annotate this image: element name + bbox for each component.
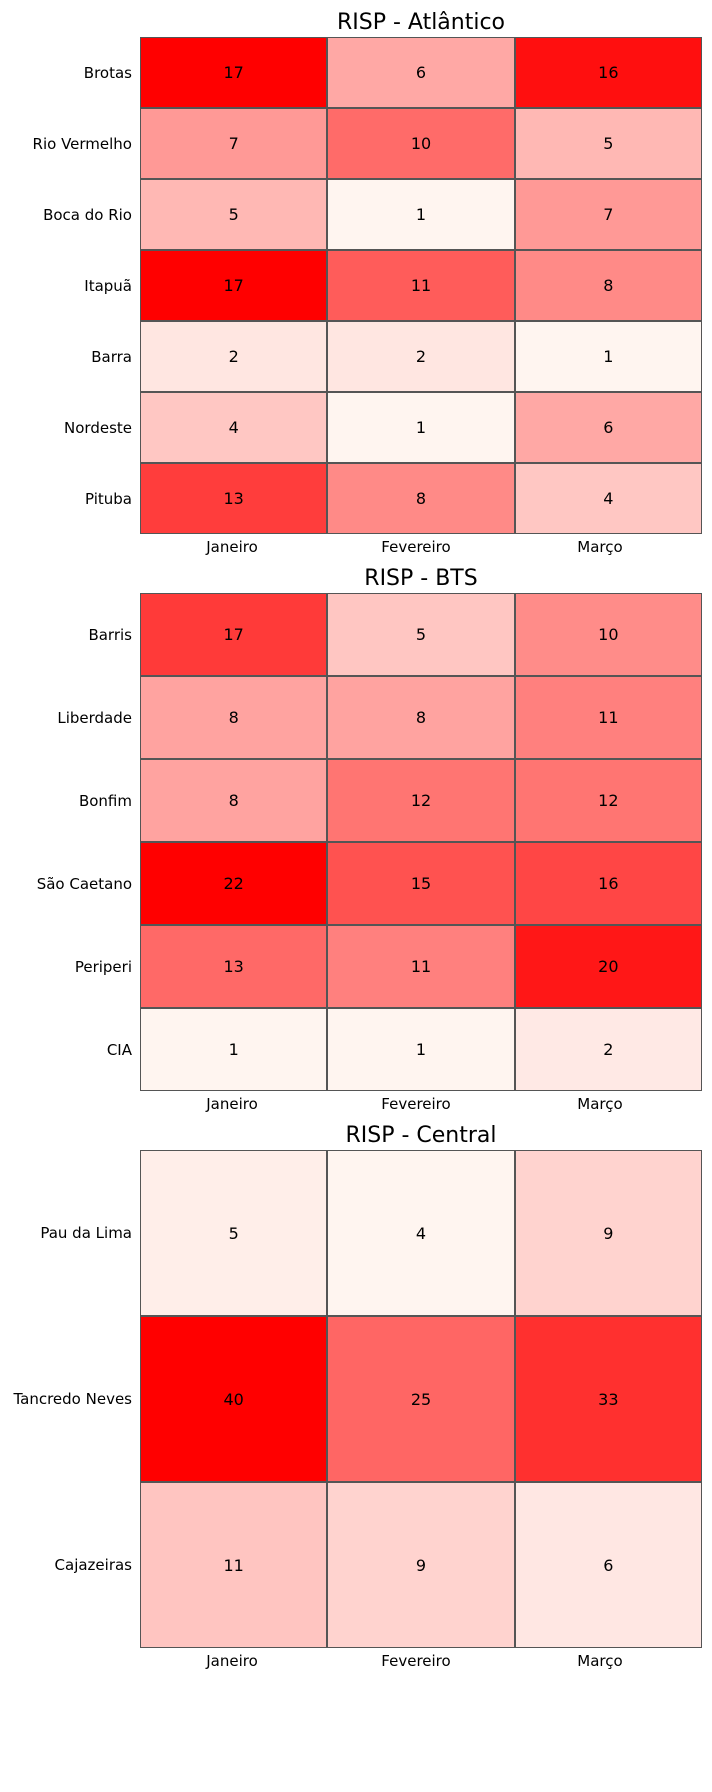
heatmap-bts-grid: 17510881181212221516131120112	[140, 593, 702, 1091]
heatmap-atlantico-cell: 8	[515, 250, 702, 321]
heatmap-bts-cell: 16	[515, 842, 702, 925]
heatmap-atlantico-cell: 16	[515, 37, 702, 108]
heatmap-bts-ylabels: BarrisLiberdadeBonfimSão CaetanoPeriperi…	[10, 593, 140, 1091]
heatmap-bts-cell: 2	[515, 1008, 702, 1091]
heatmap-atlantico-ylabel: Rio Vermelho	[10, 108, 140, 179]
heatmap-atlantico-body: BrotasRio VermelhoBoca do RioItapuãBarra…	[10, 37, 702, 534]
heatmap-bts-cell: 5	[327, 593, 514, 676]
heatmap-atlantico-xlabel: Fevereiro	[324, 538, 508, 556]
heatmap-bts-cell: 11	[515, 676, 702, 759]
heatmap-central-cell: 6	[515, 1482, 702, 1648]
heatmap-atlantico-cell: 7	[515, 179, 702, 250]
heatmap-atlantico-cell: 4	[515, 463, 702, 534]
heatmap-central: RISP - CentralPau da LimaTancredo NevesC…	[10, 1123, 702, 1670]
heatmap-atlantico-cell: 6	[515, 392, 702, 463]
heatmap-central-cell: 9	[327, 1482, 514, 1648]
heatmap-bts-cell: 11	[327, 925, 514, 1008]
heatmap-atlantico-ylabel: Itapuã	[10, 250, 140, 321]
heatmap-central-title: RISP - Central	[140, 1123, 702, 1148]
heatmap-central-cell: 40	[140, 1316, 327, 1482]
heatmap-central-xlabel: Janeiro	[140, 1652, 324, 1670]
heatmap-bts-cell: 15	[327, 842, 514, 925]
heatmap-bts-xlabel: Janeiro	[140, 1095, 324, 1113]
heatmap-bts-ylabel: Barris	[10, 593, 140, 676]
heatmap-atlantico-cell: 13	[140, 463, 327, 534]
heatmap-bts: RISP - BTSBarrisLiberdadeBonfimSão Caeta…	[10, 566, 702, 1113]
heatmap-central-ylabel: Tancredo Neves	[10, 1316, 140, 1482]
heatmap-atlantico-cell: 5	[515, 108, 702, 179]
heatmap-atlantico-ylabel: Nordeste	[10, 392, 140, 463]
heatmap-atlantico: RISP - AtlânticoBrotasRio VermelhoBoca d…	[10, 10, 702, 556]
heatmap-bts-xlabels: JaneiroFevereiroMarço	[140, 1095, 692, 1113]
heatmap-central-cell: 33	[515, 1316, 702, 1482]
heatmap-central-body: Pau da LimaTancredo NevesCajazeiras54940…	[10, 1150, 702, 1648]
heatmap-atlantico-cell: 10	[327, 108, 514, 179]
heatmap-central-grid: 5494025331196	[140, 1150, 702, 1648]
heatmap-central-cell: 11	[140, 1482, 327, 1648]
heatmap-bts-ylabel: CIA	[10, 1008, 140, 1091]
heatmap-atlantico-cell: 4	[140, 392, 327, 463]
heatmap-bts-ylabel: Periperi	[10, 925, 140, 1008]
heatmap-atlantico-cell: 5	[140, 179, 327, 250]
heatmap-central-ylabel: Cajazeiras	[10, 1482, 140, 1648]
heatmap-bts-cell: 8	[140, 676, 327, 759]
heatmap-atlantico-xlabel: Março	[508, 538, 692, 556]
heatmap-bts-xlabel: Fevereiro	[324, 1095, 508, 1113]
heatmap-atlantico-xlabels: JaneiroFevereiroMarço	[140, 538, 692, 556]
heatmap-bts-body: BarrisLiberdadeBonfimSão CaetanoPeriperi…	[10, 593, 702, 1091]
heatmap-atlantico-grid: 176167105517171182214161384	[140, 37, 702, 534]
heatmap-atlantico-ylabel: Boca do Rio	[10, 179, 140, 250]
heatmap-atlantico-title: RISP - Atlântico	[140, 10, 702, 35]
heatmap-atlantico-cell: 1	[327, 392, 514, 463]
heatmap-atlantico-cell: 1	[327, 179, 514, 250]
heatmap-bts-title: RISP - BTS	[140, 566, 702, 591]
heatmap-atlantico-cell: 17	[140, 250, 327, 321]
heatmap-atlantico-cell: 7	[140, 108, 327, 179]
heatmap-atlantico-cell: 11	[327, 250, 514, 321]
heatmap-central-ylabels: Pau da LimaTancredo NevesCajazeiras	[10, 1150, 140, 1648]
heatmap-bts-cell: 12	[515, 759, 702, 842]
heatmap-bts-cell: 8	[327, 676, 514, 759]
heatmap-central-ylabel: Pau da Lima	[10, 1150, 140, 1316]
heatmap-atlantico-ylabel: Barra	[10, 321, 140, 392]
heatmap-bts-cell: 12	[327, 759, 514, 842]
heatmap-central-cell: 9	[515, 1150, 702, 1316]
heatmap-atlantico-ylabels: BrotasRio VermelhoBoca do RioItapuãBarra…	[10, 37, 140, 534]
heatmap-atlantico-ylabel: Brotas	[10, 37, 140, 108]
heatmap-bts-cell: 1	[140, 1008, 327, 1091]
heatmap-central-xlabel: Março	[508, 1652, 692, 1670]
heatmap-bts-xlabel: Março	[508, 1095, 692, 1113]
heatmap-atlantico-xlabel: Janeiro	[140, 538, 324, 556]
heatmaps-container: RISP - AtlânticoBrotasRio VermelhoBoca d…	[10, 10, 702, 1670]
heatmap-central-xlabels: JaneiroFevereiroMarço	[140, 1652, 692, 1670]
heatmap-central-cell: 4	[327, 1150, 514, 1316]
heatmap-bts-cell: 13	[140, 925, 327, 1008]
heatmap-bts-ylabel: Bonfim	[10, 759, 140, 842]
heatmap-central-cell: 25	[327, 1316, 514, 1482]
heatmap-atlantico-cell: 6	[327, 37, 514, 108]
heatmap-bts-cell: 1	[327, 1008, 514, 1091]
heatmap-bts-ylabel: Liberdade	[10, 676, 140, 759]
heatmap-bts-cell: 10	[515, 593, 702, 676]
heatmap-central-xlabel: Fevereiro	[324, 1652, 508, 1670]
heatmap-bts-cell: 20	[515, 925, 702, 1008]
heatmap-bts-ylabel: São Caetano	[10, 842, 140, 925]
heatmap-bts-cell: 22	[140, 842, 327, 925]
heatmap-central-cell: 5	[140, 1150, 327, 1316]
heatmap-atlantico-cell: 17	[140, 37, 327, 108]
heatmap-atlantico-cell: 2	[327, 321, 514, 392]
heatmap-atlantico-cell: 2	[140, 321, 327, 392]
heatmap-atlantico-cell: 8	[327, 463, 514, 534]
heatmap-bts-cell: 8	[140, 759, 327, 842]
heatmap-atlantico-cell: 1	[515, 321, 702, 392]
heatmap-atlantico-ylabel: Pituba	[10, 463, 140, 534]
heatmap-bts-cell: 17	[140, 593, 327, 676]
